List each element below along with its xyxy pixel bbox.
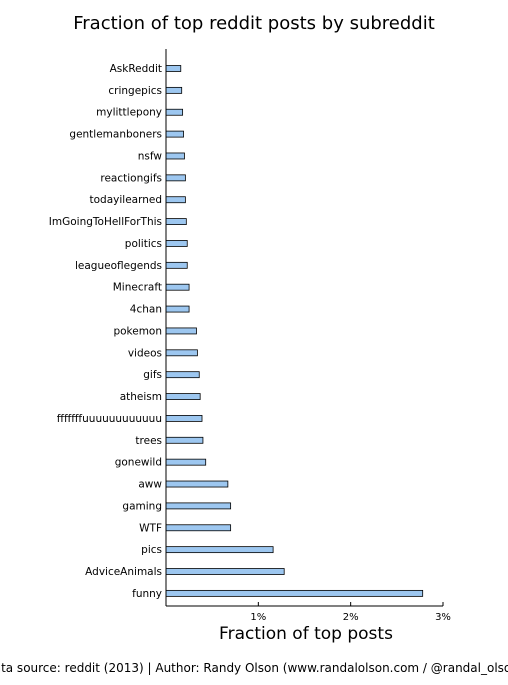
category-label: nsfw <box>138 150 163 162</box>
bar-aww <box>165 480 229 488</box>
category-label: pokemon <box>113 325 162 337</box>
x-axis-label: Fraction of top posts <box>219 624 393 644</box>
category-label: WTF <box>139 522 162 534</box>
category-label: videos <box>128 347 162 359</box>
category-label: atheism <box>120 391 162 403</box>
bar-trees <box>165 436 204 444</box>
bar-atheism <box>165 393 201 400</box>
category-labels: AskReddit cringepics mylittlepony gentleman… <box>49 63 163 600</box>
category-label: mylittlepony <box>96 107 162 119</box>
bar-leagueoflegends <box>165 261 188 269</box>
category-label: reactiongifs <box>100 172 162 184</box>
bar-politics <box>165 240 188 247</box>
bar-cringepics <box>165 86 183 94</box>
category-label: 4chan <box>130 304 162 316</box>
x-tick-label: 1% <box>250 612 266 623</box>
category-label: AdviceAnimals <box>85 566 162 578</box>
bar-mylittlepony <box>165 108 184 116</box>
bar-imgoingtohellforthis <box>165 218 187 225</box>
category-label: ImGoingToHellForThis <box>49 216 162 228</box>
category-label: politics <box>125 238 162 250</box>
bar-minecraft <box>165 283 190 291</box>
category-label: leagueoflegends <box>75 260 162 272</box>
bar-adviceanimals <box>165 568 285 575</box>
category-label: gonewild <box>115 457 162 469</box>
category-label: trees <box>135 435 162 447</box>
bar-pokemon <box>165 327 197 335</box>
bar-fffffffuuuuuuuuuuuu <box>165 415 203 422</box>
bar-gifs <box>165 371 200 379</box>
category-label: funny <box>132 588 162 600</box>
x-ticks-group: 1% 2% 3% <box>250 602 451 623</box>
category-label: todayilearned <box>90 194 163 206</box>
category-label: AskReddit <box>110 63 162 75</box>
category-label: Minecraft <box>113 282 162 294</box>
bar-wtf <box>165 524 232 532</box>
footer-credit: Data source: reddit (2013) | Author: Ran… <box>0 661 508 675</box>
bar-reactiongifs <box>165 174 186 182</box>
bar-todayilearned <box>165 196 186 204</box>
bar-pics <box>165 546 274 554</box>
bar-videos <box>165 349 198 357</box>
x-tick-label: 2% <box>343 612 359 623</box>
category-label: pics <box>141 544 162 556</box>
bar-4chan <box>165 305 190 313</box>
bar-gentlemanboners <box>165 130 184 138</box>
bar-funny <box>165 589 424 597</box>
x-tick-label: 3% <box>435 612 451 623</box>
bar-gonewild <box>165 458 207 466</box>
category-label: gifs <box>143 369 162 381</box>
bar-askreddit <box>165 65 182 72</box>
chart-title: Fraction of top reddit posts by subreddi… <box>73 13 435 34</box>
category-label: cringepics <box>108 85 162 97</box>
category-label: fffffffuuuuuuuuuuuu <box>57 413 162 425</box>
category-label: gaming <box>122 500 162 512</box>
category-label: aww <box>138 479 162 491</box>
category-label: gentlemanboners <box>69 129 162 141</box>
bars-group <box>165 65 424 597</box>
bar-gaming <box>165 502 232 510</box>
bar-nsfw <box>165 152 185 160</box>
